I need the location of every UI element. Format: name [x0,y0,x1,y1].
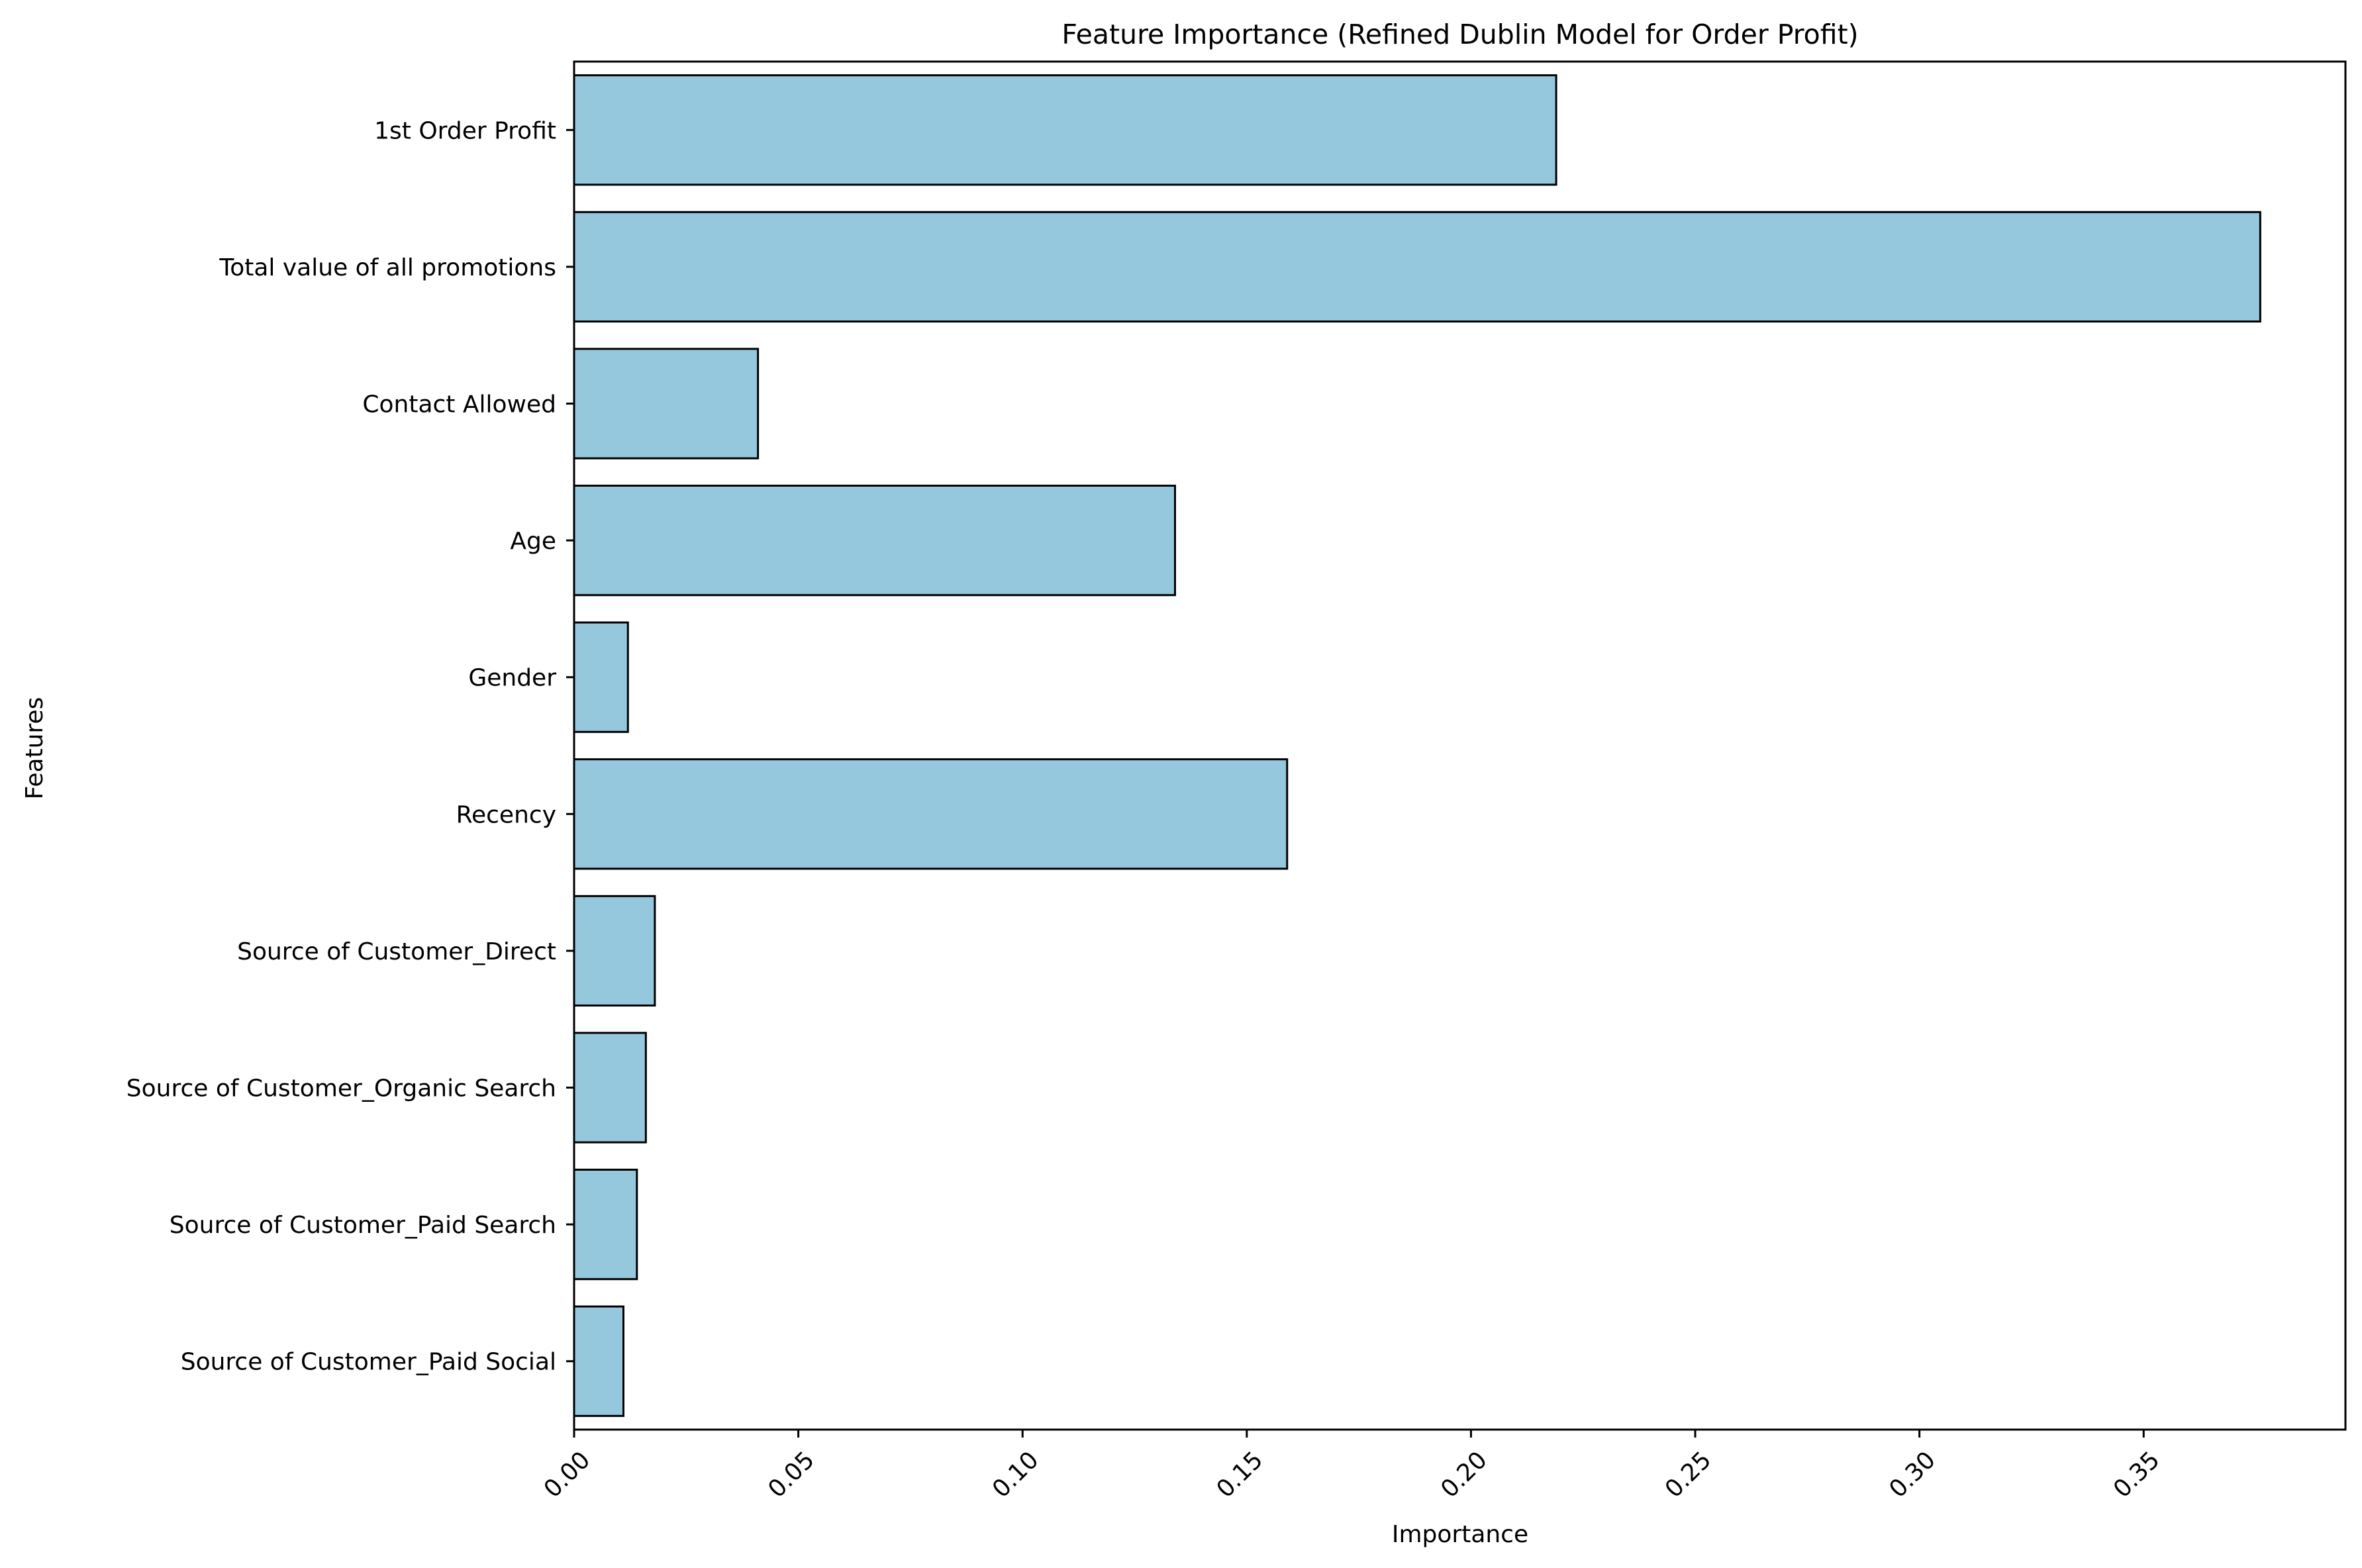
y-tick-label: Recency [456,801,556,828]
y-tick-label: 1st Order Profit [374,117,556,144]
y-tick-label: Contact Allowed [362,391,556,418]
y-tick-label: Source of Customer_Organic Search [126,1075,556,1102]
y-tick-label: Source of Customer_Paid Search [170,1212,556,1239]
y-tick-label: Age [510,528,556,555]
x-axis-label: Importance [1392,1521,1528,1548]
plot-frame [573,60,2347,1431]
bar [573,1305,624,1417]
bar [573,895,656,1007]
bar [573,211,2261,323]
bar [573,758,1289,870]
y-axis-label: Features [21,697,48,800]
bar [573,74,1557,186]
bar [573,348,760,460]
bar [573,1168,638,1281]
y-tick-label: Source of Customer_Paid Social [181,1349,556,1376]
bars-layer [573,74,2261,1417]
bar [573,484,1176,597]
bar [573,1032,647,1144]
y-tick-label: Total value of all promotions [219,254,556,281]
chart-title: Feature Importance (Refined Dublin Model… [1061,19,1858,50]
y-tick-label: Gender [468,665,556,692]
y-tick-label: Source of Customer_Direct [237,938,556,965]
y-axis-ticks: 1st Order Profit Total value of all promo… [126,117,574,1376]
bar [573,621,629,733]
